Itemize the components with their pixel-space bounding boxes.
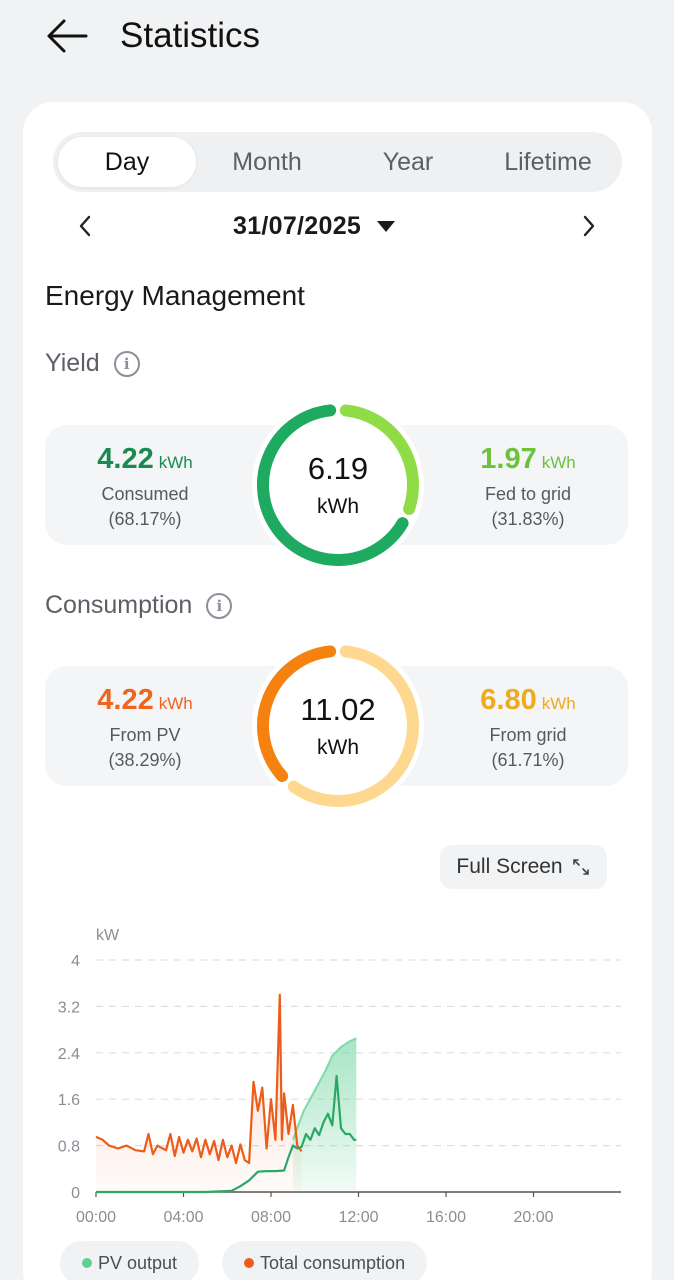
consumption-secondary-arc bbox=[287, 645, 419, 807]
x-tick-label: 16:00 bbox=[426, 1209, 466, 1226]
tab-year[interactable]: Year bbox=[382, 147, 434, 176]
y-tick-label: 0 bbox=[71, 1185, 80, 1202]
legend-pv-output[interactable]: PV output bbox=[60, 1241, 200, 1280]
pv-output-line bbox=[96, 1074, 357, 1194]
caret-down-icon bbox=[377, 220, 396, 232]
yield-fed-unit: kWh bbox=[541, 453, 576, 472]
info-icon[interactable]: i bbox=[113, 350, 140, 377]
from-pv-percent: (38.29%) bbox=[108, 750, 182, 770]
x-tick-label: 08:00 bbox=[251, 1209, 291, 1226]
x-tick-label: 04:00 bbox=[163, 1209, 203, 1226]
yield-secondary-arc bbox=[339, 404, 419, 515]
power-chart-svg: kW 0 0.8 1.6 2.4 3.2 4 00:00 04:00 08:00 12:00 16:0… bbox=[58, 927, 621, 1226]
tab-lifetime[interactable]: Lifetime bbox=[504, 147, 592, 176]
yield-total-unit: kWh bbox=[317, 495, 359, 518]
yield-consumed-value: 4.22 bbox=[97, 443, 154, 475]
yield-donut-chart bbox=[257, 404, 419, 566]
next-day-button[interactable] bbox=[571, 208, 607, 244]
yield-consumed: 4.22 kWh Consumed (68.17%) bbox=[45, 443, 245, 530]
legend-pv-label: PV output bbox=[98, 1252, 178, 1273]
from-grid-value: 6.80 bbox=[480, 684, 537, 716]
pv-potential-line bbox=[291, 1037, 357, 1141]
yield-fed-percent: (31.83%) bbox=[491, 509, 565, 529]
consumption-primary-arc bbox=[257, 645, 337, 783]
chevron-right-icon bbox=[583, 215, 595, 237]
x-tick-label: 00:00 bbox=[76, 1209, 116, 1226]
consumption-from-grid: 6.80 kWh From grid (61.71%) bbox=[428, 684, 628, 771]
page-title: Statistics bbox=[120, 16, 261, 55]
yield-fed-to-grid: 1.97 kWh Fed to grid (31.83%) bbox=[428, 443, 628, 530]
consumption-donut-chart bbox=[257, 645, 419, 807]
yield-ring: 6.19 kWh bbox=[252, 399, 424, 571]
yield-consumed-caption: Consumed bbox=[101, 484, 189, 504]
info-icon[interactable]: i bbox=[206, 592, 233, 619]
expand-icon bbox=[572, 859, 589, 875]
y-tick-label: 3.2 bbox=[58, 999, 80, 1016]
from-grid-percent: (61.71%) bbox=[491, 750, 565, 770]
tab-month[interactable]: Month bbox=[232, 147, 302, 176]
legend-dot-icon bbox=[82, 1258, 92, 1268]
period-tabs: Day Month Year Lifetime bbox=[53, 132, 622, 192]
consumption-from-pv: 4.22 kWh From PV (38.29%) bbox=[45, 684, 245, 771]
yield-total-value: 6.19 bbox=[307, 451, 369, 486]
y-axis-unit: kW bbox=[96, 927, 120, 944]
x-tick-label: 20:00 bbox=[513, 1209, 553, 1226]
y-tick-label: 0.8 bbox=[58, 1139, 80, 1156]
full-screen-button[interactable]: Full Screen bbox=[440, 845, 607, 889]
from-pv-unit: kWh bbox=[158, 694, 193, 713]
from-grid-unit: kWh bbox=[541, 694, 576, 713]
yield-primary-arc bbox=[257, 404, 409, 566]
from-pv-value: 4.22 bbox=[97, 684, 154, 716]
x-tick-label: 12:00 bbox=[338, 1209, 378, 1226]
chevron-left-icon bbox=[79, 215, 91, 237]
from-grid-caption: From grid bbox=[489, 725, 567, 745]
from-pv-caption: From PV bbox=[109, 725, 181, 745]
date-selector: 31/07/2025 bbox=[23, 202, 652, 248]
back-button[interactable] bbox=[42, 12, 92, 60]
legend-consumption-label: Total consumption bbox=[260, 1252, 406, 1273]
yield-consumed-unit: kWh bbox=[158, 453, 193, 472]
full-screen-label: Full Screen bbox=[456, 855, 563, 878]
y-tick-label: 4 bbox=[71, 953, 80, 970]
consumption-area bbox=[96, 994, 302, 1192]
y-tick-label: 2.4 bbox=[58, 1046, 80, 1063]
date-picker[interactable]: 31/07/2025 bbox=[233, 208, 396, 244]
section-title: Energy Management bbox=[45, 280, 305, 311]
consumption-ring: 11.02 kWh bbox=[252, 640, 424, 812]
consumption-total-value: 11.02 bbox=[300, 692, 376, 727]
yield-fed-value: 1.97 bbox=[480, 443, 537, 475]
consumption-title-label: Consumption bbox=[45, 591, 193, 619]
pv-potential-area bbox=[292, 1038, 357, 1192]
y-tick-label: 1.6 bbox=[58, 1092, 80, 1109]
selected-date: 31/07/2025 bbox=[233, 211, 362, 240]
yield-consumed-percent: (68.17%) bbox=[108, 509, 182, 529]
legend-dot-icon bbox=[244, 1258, 254, 1268]
consumption-total-unit: kWh bbox=[317, 736, 359, 759]
yield-title: Yield i bbox=[45, 349, 140, 378]
consumption-line bbox=[95, 993, 303, 1165]
legend-total-consumption[interactable]: Total consumption bbox=[222, 1241, 428, 1280]
tab-day[interactable]: Day bbox=[58, 137, 196, 187]
yield-fed-caption: Fed to grid bbox=[484, 484, 572, 504]
power-chart: kW 0 0.8 1.6 2.4 3.2 4 00:00 04:00 08:00 12:00 16:0… bbox=[23, 902, 652, 1242]
top-bar: Statistics bbox=[0, 0, 674, 80]
statistics-card: Day Month Year Lifetime 31/07/2025 Energ… bbox=[23, 102, 652, 1280]
previous-day-button[interactable] bbox=[67, 208, 103, 244]
arrow-left-icon bbox=[47, 19, 88, 53]
yield-title-label: Yield bbox=[45, 349, 100, 377]
consumption-title: Consumption i bbox=[45, 591, 233, 620]
